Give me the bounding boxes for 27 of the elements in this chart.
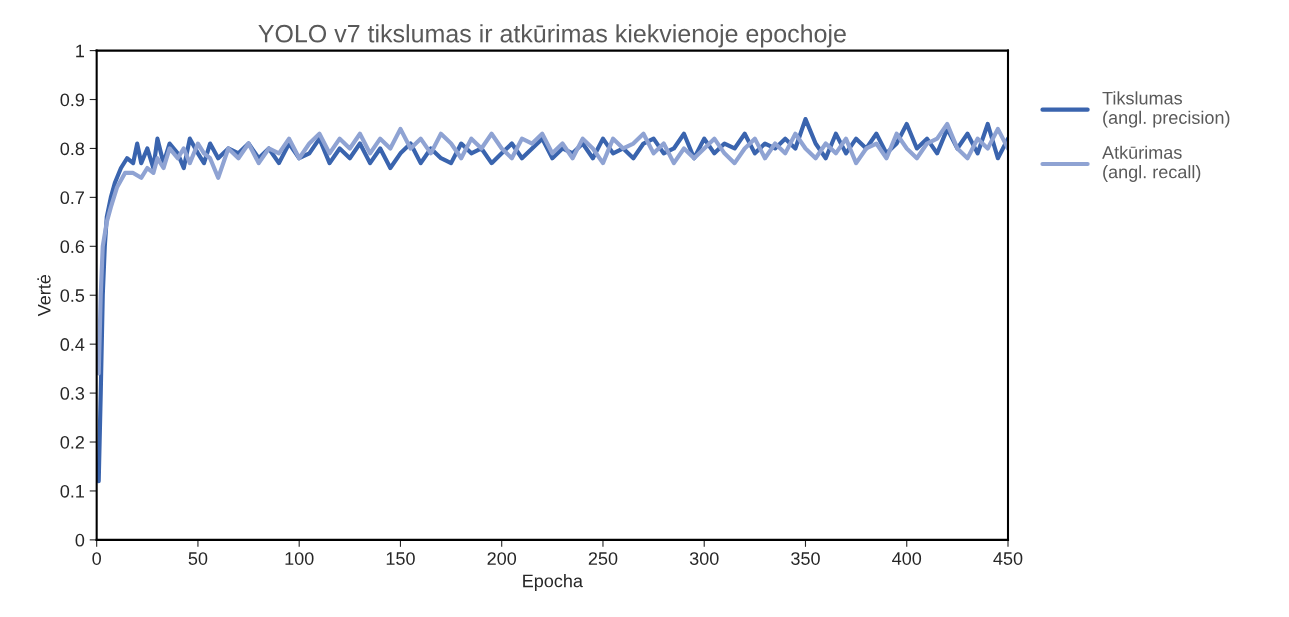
- x-tick-label: 200: [487, 552, 517, 565]
- line-series: [96, 121, 1008, 376]
- y-tick-label: 0.4: [60, 338, 85, 351]
- x-tick-label: 450: [993, 552, 1023, 565]
- y-tick-label: 0.1: [60, 484, 84, 498]
- y-tick-label: 0.5: [60, 289, 85, 302]
- y-tick-label: 0.7: [60, 191, 84, 205]
- y-tick-label: 0.8: [60, 142, 85, 156]
- y-tick-label: 0.2: [60, 435, 84, 449]
- x-tick-label: 100: [285, 552, 314, 565]
- y-tick-label: 0.9: [60, 93, 85, 107]
- y-tick-label: 0.6: [60, 240, 85, 254]
- x-tick-label: 350: [791, 552, 820, 565]
- x-tick-label: 150: [386, 552, 415, 565]
- y-axis-title: Vertė: [37, 274, 51, 317]
- legend-label: Tikslumas (angl. precision): [1102, 91, 1230, 128]
- y-tick-label: 1: [76, 44, 84, 58]
- x-tick-label: 50: [188, 552, 208, 565]
- x-tick-label: 250: [588, 552, 618, 565]
- y-tick-label: 0.3: [60, 387, 85, 400]
- x-tick-label: 400: [892, 552, 922, 565]
- legend-label: Atkūrimas (angl. recall): [1102, 145, 1201, 182]
- x-tick-label: 0: [92, 552, 101, 565]
- chart-title: YOLO v7 tikslumas ir atkūrimas kiekvienoje epochoje: [258, 24, 846, 48]
- x-axis-title: Epocha: [523, 574, 583, 591]
- y-tick-label: 0: [75, 533, 85, 547]
- x-tick-label: 300: [689, 552, 719, 565]
